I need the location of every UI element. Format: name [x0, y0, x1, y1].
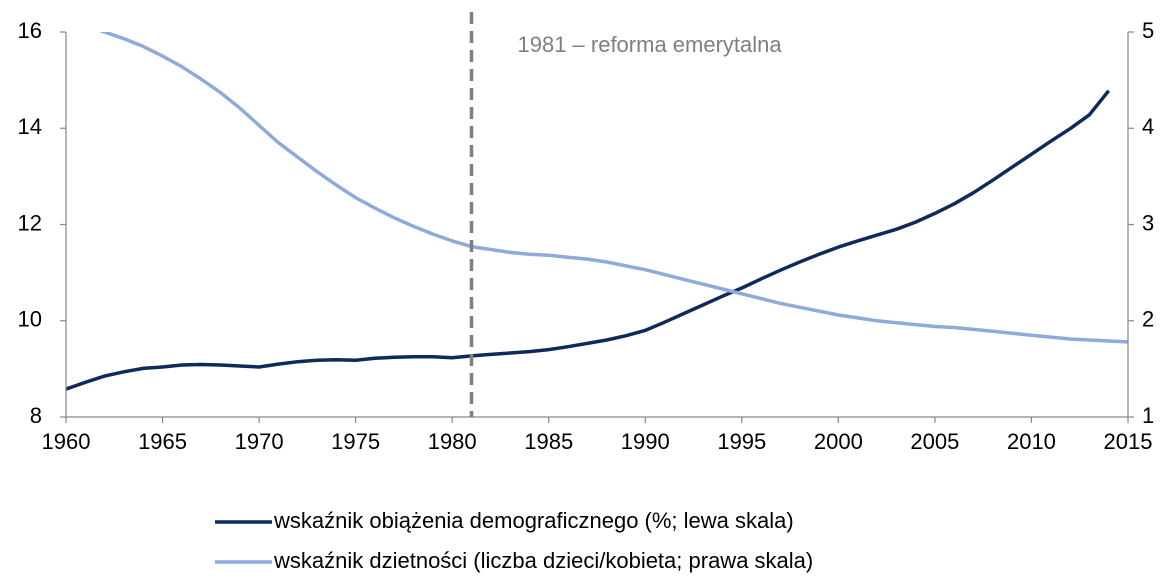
y-tick-label: 12	[18, 210, 42, 235]
x-tick-label: 1970	[235, 429, 284, 454]
y-tick-label: 10	[18, 307, 42, 332]
x-tick-label: 1990	[621, 429, 670, 454]
y2-tick-label: 1	[1142, 403, 1154, 428]
x-tick-label: 1960	[42, 429, 91, 454]
series-line	[66, 89, 1111, 391]
x-tick-label: 1985	[524, 429, 573, 454]
y2-tick-label: 5	[1142, 18, 1154, 43]
x-tick-label: 1980	[428, 429, 477, 454]
x-tick-label: 2015	[1104, 429, 1153, 454]
plot-area	[66, 32, 1128, 391]
y-tick-label: 14	[18, 114, 42, 139]
y2-tick-label: 3	[1142, 210, 1154, 235]
legend-label: wskaźnik obiążenia demograficznego (%; l…	[273, 508, 794, 533]
y2-tick-label: 4	[1142, 114, 1154, 139]
x-tick-label: 2005	[910, 429, 959, 454]
x-tick-label: 2010	[1007, 429, 1056, 454]
x-tick-label: 2000	[814, 429, 863, 454]
y2-tick-label: 2	[1142, 307, 1154, 332]
annotation-label: 1981 – reforma emerytalna	[517, 32, 782, 57]
x-tick-label: 1965	[138, 429, 187, 454]
y-tick-label: 8	[30, 403, 42, 428]
series-line	[99, 32, 1128, 344]
x-tick-label: 1995	[717, 429, 766, 454]
y-tick-label: 16	[18, 18, 42, 43]
x-tick-label: 1975	[331, 429, 380, 454]
legend-label: wskaźnik dzietności (liczba dzieci/kobie…	[273, 548, 813, 573]
